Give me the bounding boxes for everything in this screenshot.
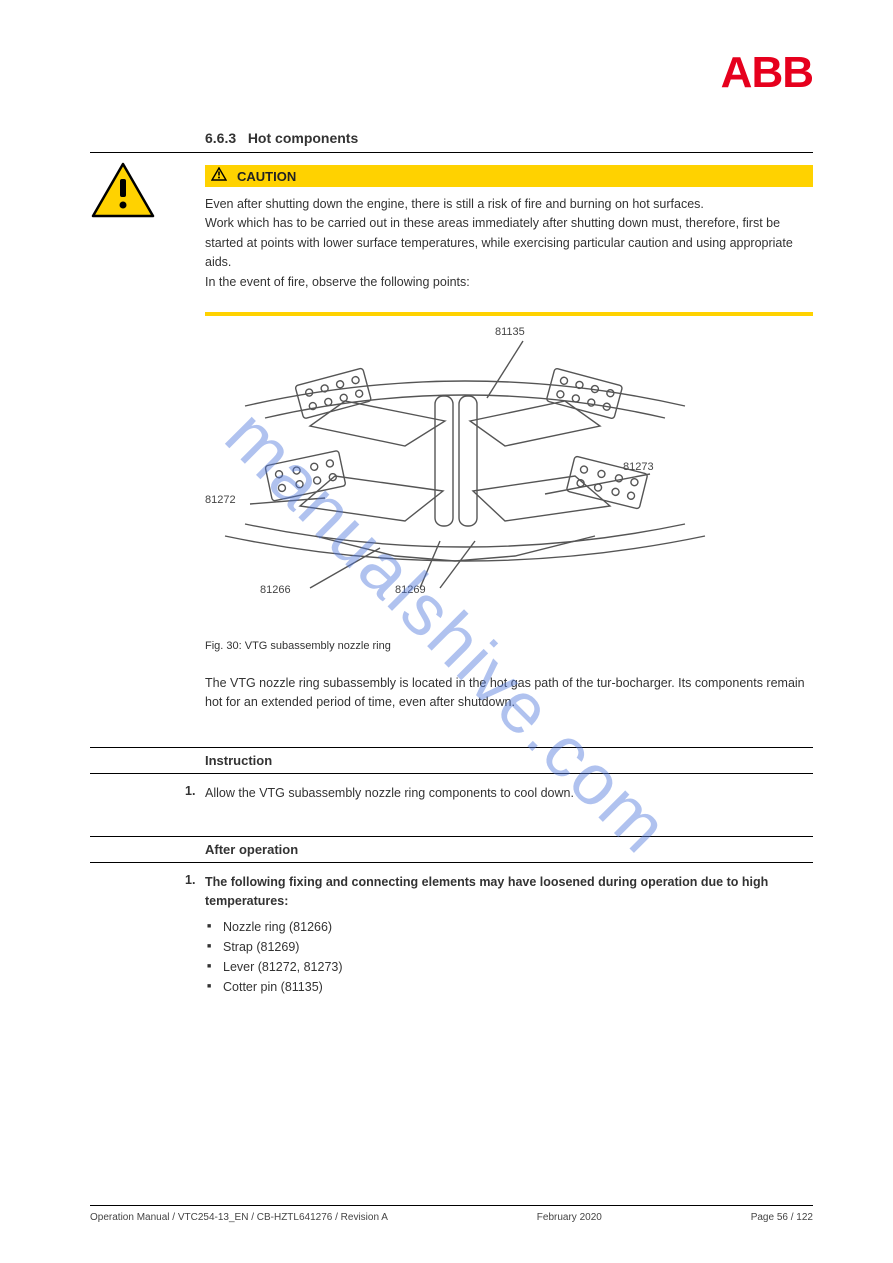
figure-diagram: 81135 81272 81273 81266 81269 <box>205 326 813 636</box>
abb-logo: ABB <box>721 48 813 98</box>
figure-label-left: 81272 <box>205 494 236 506</box>
caution-label: CAUTION <box>237 169 296 184</box>
warning-triangle-icon <box>90 161 156 224</box>
figure-label-top: 81135 <box>495 326 525 338</box>
instruction-section: Instruction 1. Allow the VTG subassembly… <box>90 747 813 803</box>
footer-right: Page 56 / 122 <box>751 1212 813 1223</box>
figure-caption: Fig. 30: VTG subassembly nozzle ring <box>205 640 813 652</box>
list-item: Strap (81269) <box>223 937 813 957</box>
figure-label-right: 81273 <box>623 461 654 473</box>
instruction-step: 1. Allow the VTG subassembly nozzle ring… <box>90 784 813 803</box>
instruction-heading: Instruction <box>90 747 813 774</box>
step-text: Allow the VTG subassembly nozzle ring co… <box>205 784 813 803</box>
paragraph-after-figure: The VTG nozzle ring subassembly is locat… <box>205 674 813 713</box>
after-operation-heading: After operation <box>90 836 813 863</box>
section-heading: Hot components <box>248 130 358 146</box>
caution-bar: CAUTION <box>205 165 813 187</box>
page-footer: Operation Manual / VTC254-13_EN / CB-HZT… <box>90 1205 813 1223</box>
step-number: 1. <box>90 873 205 997</box>
list-item: Nozzle ring (81266) <box>223 917 813 937</box>
page-container: ABB 6.6.3 Hot components CAUTION <box>0 0 893 1263</box>
after-operation-step: 1. The following fixing and connecting e… <box>90 873 813 997</box>
step-text-bold: The following fixing and connecting elem… <box>205 873 813 997</box>
footer-left: Operation Manual / VTC254-13_EN / CB-HZT… <box>90 1212 388 1223</box>
footer-center: February 2020 <box>537 1212 602 1223</box>
section-number: 6.6.3 <box>205 130 236 146</box>
after-operation-section: After operation 1. The following fixing … <box>90 836 813 997</box>
figure-label-bottom-left: 81266 <box>260 584 291 596</box>
list-item: Cotter pin (81135) <box>223 977 813 997</box>
caution-body-text: Even after shutting down the engine, the… <box>205 195 813 292</box>
section-title: 6.6.3 Hot components <box>205 130 813 146</box>
section-title-row: 6.6.3 Hot components <box>90 130 813 153</box>
list-item: Lever (81272, 81273) <box>223 957 813 977</box>
step-text-bold-content: The following fixing and connecting elem… <box>205 875 768 908</box>
bullet-list: Nozzle ring (81266) Strap (81269) Lever … <box>205 917 813 997</box>
warning-mini-icon <box>211 167 227 186</box>
step-number: 1. <box>90 784 205 803</box>
caution-end-bar <box>205 312 813 316</box>
figure-label-bottom-right: 81269 <box>395 584 426 596</box>
caution-block: CAUTION Even after shutting down the eng… <box>90 165 813 316</box>
